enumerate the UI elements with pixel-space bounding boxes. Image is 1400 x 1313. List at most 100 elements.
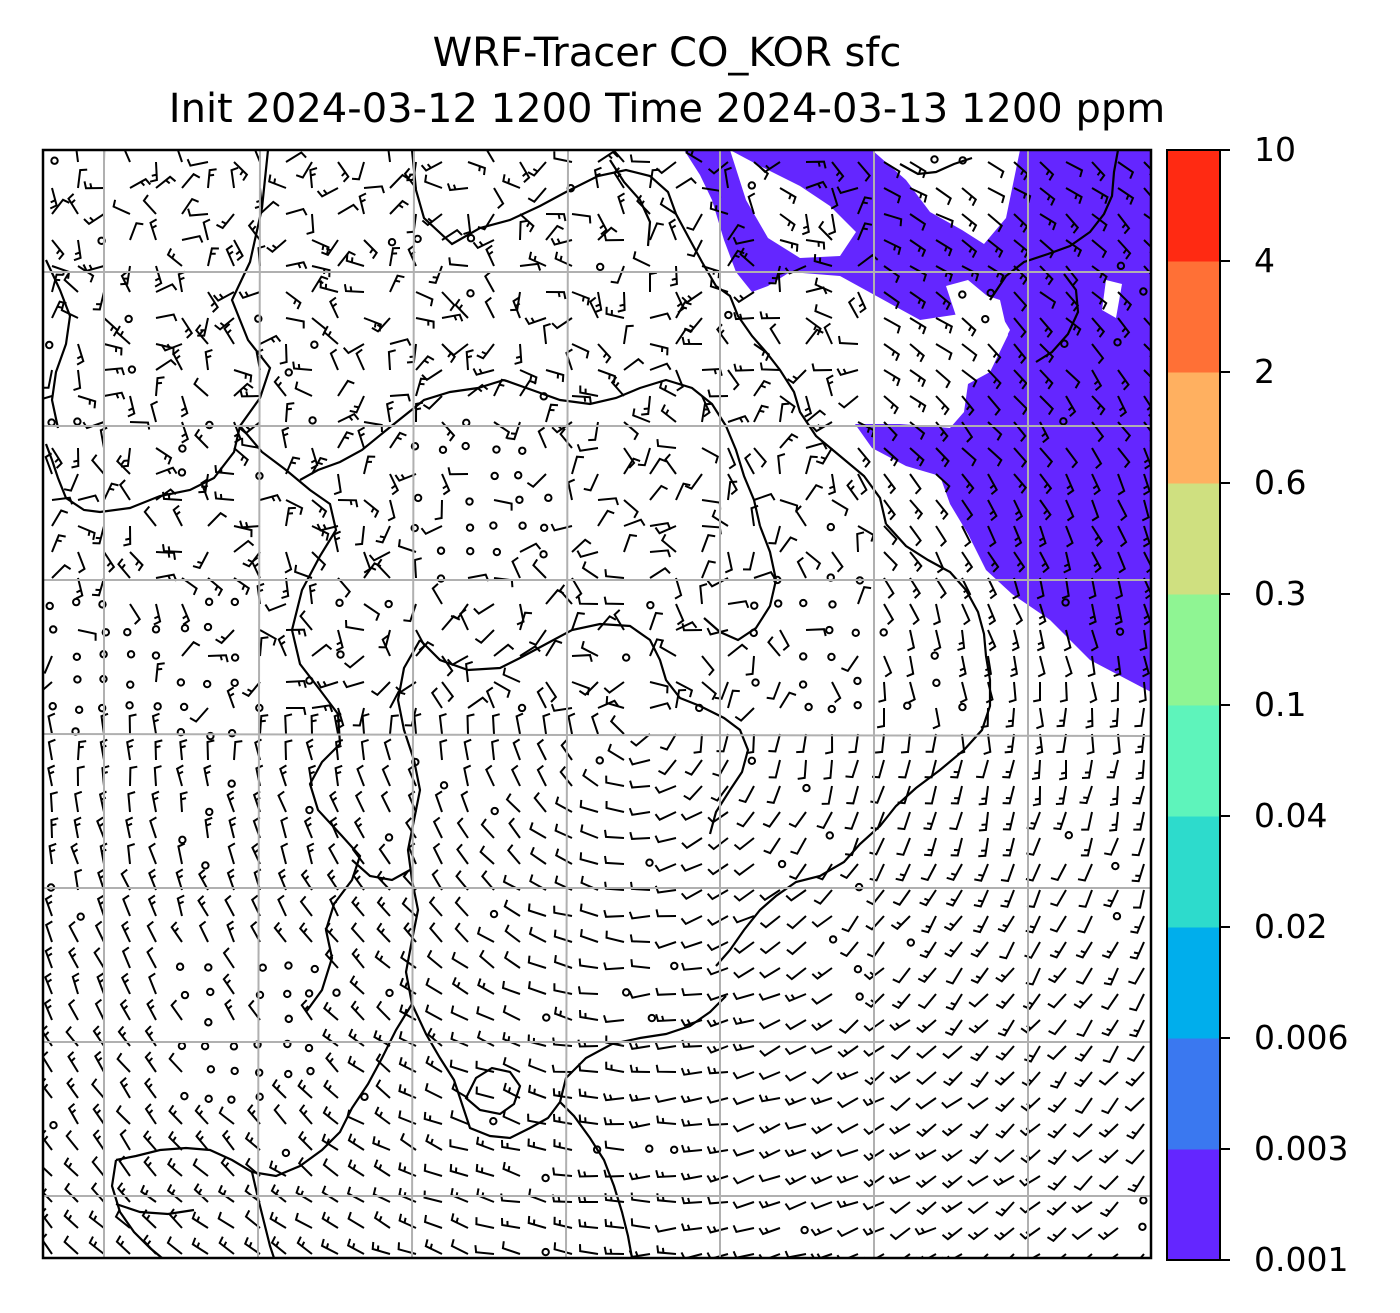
- wind-barb: [370, 681, 391, 697]
- colorbar-segment: [1167, 927, 1220, 1039]
- calm-wind-marker: [229, 1042, 239, 1051]
- wind-barb: [284, 551, 293, 574]
- wind-barb: [565, 348, 573, 371]
- wind-barb: [119, 999, 131, 1021]
- wind-barb: [1112, 733, 1121, 755]
- wind-barb: [374, 1106, 391, 1125]
- wind-barb: [675, 369, 684, 392]
- wind-barb: [1002, 837, 1015, 857]
- wind-barb: [759, 161, 781, 174]
- wind-barb: [978, 785, 989, 806]
- wind-barb: [222, 947, 235, 969]
- wind-barb: [273, 375, 287, 397]
- wind-barb: [1098, 1175, 1119, 1191]
- wind-barb: [1124, 1097, 1145, 1112]
- wind-barb: [831, 551, 844, 573]
- wind-barb: [701, 402, 712, 423]
- wind-barb: [925, 733, 937, 753]
- wind-barb: [380, 790, 391, 813]
- wind-barb: [447, 343, 469, 357]
- wind-barb: [1039, 265, 1054, 286]
- wind-barb: [507, 421, 521, 441]
- wind-barb: [907, 629, 916, 652]
- wind-barb: [181, 603, 191, 626]
- wind-barb: [83, 181, 105, 190]
- wind-barb: [733, 941, 755, 954]
- wind-barb: [811, 915, 833, 928]
- wind-barb: [448, 257, 469, 267]
- calm-wind-marker: [202, 679, 212, 689]
- wind-barb: [727, 447, 737, 470]
- wind-barb: [1055, 785, 1067, 805]
- wind-barb: [449, 1139, 469, 1151]
- wind-barb: [1056, 707, 1067, 728]
- wind-barb: [259, 200, 280, 215]
- wind-barb: [759, 889, 781, 902]
- wind-barb: [961, 239, 978, 259]
- wind-barb: [810, 1175, 833, 1185]
- wind-barb: [149, 816, 157, 839]
- wind-barb: [281, 577, 290, 600]
- wind-barb: [343, 284, 365, 293]
- wind-barb: [1098, 1149, 1119, 1164]
- wind-barb: [603, 1246, 625, 1255]
- wind-barb: [896, 837, 911, 856]
- wind-barb: [1012, 577, 1021, 600]
- wind-barb: [767, 636, 781, 657]
- wind-barb: [1071, 1201, 1093, 1214]
- wind-barb: [836, 1123, 859, 1134]
- wind-barb: [1019, 1201, 1041, 1214]
- wind-barb: [857, 161, 871, 182]
- wind-barb: [381, 764, 391, 787]
- wind-barb: [326, 869, 339, 891]
- wind-barb: [311, 551, 327, 571]
- wind-barb: [987, 447, 1003, 467]
- wind-barb: [93, 947, 105, 969]
- wind-barb: [758, 993, 781, 1001]
- wind-barb: [1091, 525, 1103, 547]
- coastlines: [44, 150, 1120, 1258]
- wind-barb: [836, 1175, 859, 1184]
- wind-barb: [295, 161, 313, 179]
- wind-barb: [527, 903, 547, 917]
- wind-barb: [1091, 395, 1106, 416]
- wind-barb: [888, 1175, 911, 1185]
- wind-barb: [148, 972, 157, 995]
- wind-barb: [368, 551, 391, 562]
- wind-barb: [579, 852, 599, 865]
- wind-barb: [883, 655, 893, 678]
- calm-wind-marker: [48, 702, 57, 711]
- wind-barb: [47, 764, 56, 787]
- wind-barb: [542, 712, 551, 735]
- wind-barb: [654, 835, 677, 844]
- wind-barb: [519, 369, 538, 385]
- colorbar-segment: [1167, 372, 1220, 484]
- wind-barb: [1050, 863, 1067, 882]
- wind-barb: [707, 863, 729, 876]
- wind-barb: [958, 655, 967, 678]
- calm-wind-marker: [670, 961, 679, 971]
- wind-barb: [734, 707, 755, 722]
- wind-barb: [387, 150, 391, 163]
- wind-barb: [1038, 603, 1047, 626]
- wind-barb: [811, 1071, 833, 1085]
- wind-barb: [701, 447, 719, 464]
- wind-barb: [485, 686, 495, 709]
- wind-barb: [862, 1227, 885, 1236]
- wind-barb: [450, 1213, 469, 1229]
- calm-wind-marker: [930, 651, 939, 660]
- wind-barb: [285, 679, 307, 689]
- wind-barb: [836, 186, 859, 195]
- wind-barb: [376, 896, 391, 917]
- wind-barb: [387, 349, 396, 371]
- wind-barb: [91, 577, 105, 597]
- wind-barb: [233, 577, 251, 596]
- wind-barb: [571, 395, 592, 405]
- wind-barb: [707, 1117, 729, 1127]
- wind-barb: [64, 1182, 79, 1203]
- wind-barb: [857, 585, 872, 605]
- wind-barb: [935, 577, 947, 599]
- wind-barb: [863, 1045, 885, 1057]
- wind-barb: [311, 239, 330, 255]
- wind-barb: [909, 239, 927, 257]
